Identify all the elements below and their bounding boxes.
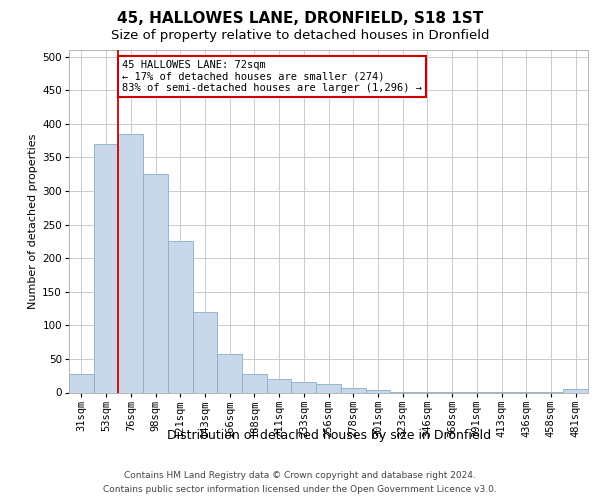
Text: 45 HALLOWES LANE: 72sqm
← 17% of detached houses are smaller (274)
83% of semi-d: 45 HALLOWES LANE: 72sqm ← 17% of detache…	[122, 60, 422, 94]
Text: 45, HALLOWES LANE, DRONFIELD, S18 1ST: 45, HALLOWES LANE, DRONFIELD, S18 1ST	[117, 11, 483, 26]
Text: Contains HM Land Registry data © Crown copyright and database right 2024.: Contains HM Land Registry data © Crown c…	[124, 472, 476, 480]
Text: Size of property relative to detached houses in Dronfield: Size of property relative to detached ho…	[111, 29, 489, 42]
Bar	[94, 144, 118, 392]
Bar	[242, 374, 267, 392]
Bar	[267, 379, 292, 392]
Y-axis label: Number of detached properties: Number of detached properties	[28, 134, 38, 309]
Bar	[118, 134, 143, 392]
Text: Contains public sector information licensed under the Open Government Licence v3: Contains public sector information licen…	[103, 484, 497, 494]
Bar	[365, 390, 390, 392]
Bar	[217, 354, 242, 393]
Bar	[316, 384, 341, 392]
Bar	[143, 174, 168, 392]
Bar	[341, 388, 365, 392]
Bar	[193, 312, 217, 392]
Text: Distribution of detached houses by size in Dronfield: Distribution of detached houses by size …	[167, 430, 491, 442]
Bar	[292, 382, 316, 392]
Bar	[563, 389, 588, 392]
Bar	[168, 242, 193, 392]
Bar	[69, 374, 94, 392]
